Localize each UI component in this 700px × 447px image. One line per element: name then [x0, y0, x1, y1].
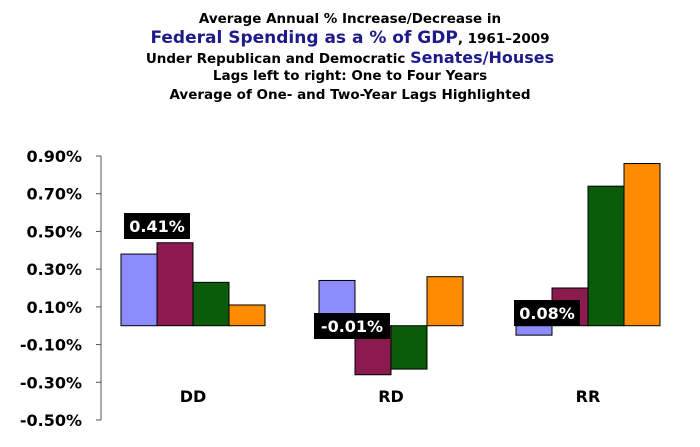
chart-title: Average Annual % Increase/Decrease in Fe…: [0, 10, 700, 105]
y-tick-label: 0.10%: [26, 298, 82, 317]
title-line-5: Average of One- and Two-Year Lags Highli…: [169, 87, 531, 103]
title-line-2: Federal Spending as a % of GDP, 1961–200…: [0, 29, 700, 48]
x-tick-label: RD: [378, 387, 404, 406]
y-tick-label: 0.70%: [26, 185, 82, 204]
title-line-3-plain: Under Republican and Democratic: [145, 51, 411, 67]
title-line-3: Under Republican and Democratic Senates/…: [0, 48, 700, 67]
y-tick-label: -0.50%: [20, 411, 82, 430]
title-line-3-highlight: Senates/Houses: [410, 48, 555, 67]
axes: 0.90% 0.70% 0.50% 0.30% 0.10% -0.10% -0.30% -0.…: [20, 147, 600, 430]
highlight-label: -0.01%: [321, 317, 383, 336]
title-line-1: Average Annual % Increase/Decrease in: [198, 11, 502, 27]
bar: [623, 163, 661, 327]
bars: [120, 163, 661, 376]
y-tick-label: 0.30%: [26, 260, 82, 279]
y-tick-label: -0.10%: [20, 336, 82, 355]
title-line-2-highlight: Federal Spending as a % of GDP: [150, 28, 458, 48]
bar: [426, 276, 464, 327]
bar: [192, 281, 230, 327]
highlight-label: 0.08%: [519, 304, 575, 323]
x-tick-label: RR: [576, 387, 601, 406]
highlight-label: 0.41%: [129, 217, 185, 236]
title-line-2-rest: , 1961–2009: [457, 31, 550, 47]
highlight-label-box: [124, 213, 190, 239]
x-tick-label: DD: [180, 387, 207, 406]
highlight-label-box: [314, 313, 390, 339]
y-tick-label: 0.50%: [26, 222, 82, 241]
bar: [587, 185, 625, 327]
y-tick-label: 0.90%: [26, 147, 82, 166]
bar: [390, 325, 428, 370]
y-tick-label: -0.30%: [20, 373, 82, 392]
bar: [156, 242, 194, 327]
title-line-4: Lags left to right: One to Four Years: [212, 68, 488, 84]
highlight-labels: 0.41% -0.01% 0.08%: [124, 213, 580, 339]
bar: [515, 325, 553, 336]
highlight-label-box: [514, 300, 580, 326]
bar: [120, 253, 158, 327]
bar: [228, 304, 266, 327]
